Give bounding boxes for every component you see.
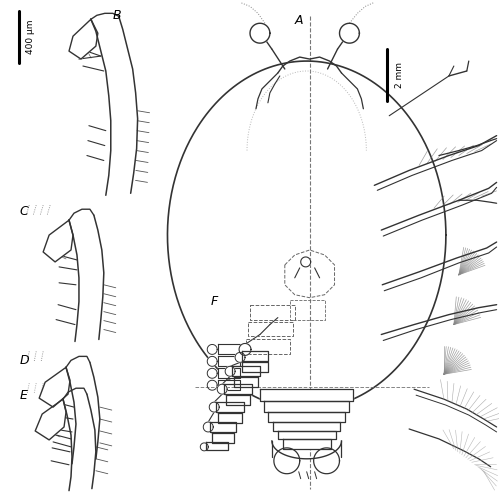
- Polygon shape: [200, 443, 208, 451]
- Polygon shape: [210, 422, 236, 432]
- Polygon shape: [264, 401, 350, 412]
- Polygon shape: [273, 422, 340, 431]
- Polygon shape: [234, 377, 258, 387]
- Polygon shape: [35, 399, 66, 440]
- Polygon shape: [224, 384, 252, 394]
- Text: 2 mm: 2 mm: [395, 62, 404, 88]
- Polygon shape: [207, 345, 217, 354]
- Polygon shape: [278, 431, 336, 439]
- Polygon shape: [235, 352, 245, 362]
- Polygon shape: [69, 19, 98, 59]
- Polygon shape: [207, 380, 217, 390]
- Text: E: E: [20, 389, 27, 402]
- Polygon shape: [218, 413, 242, 423]
- Polygon shape: [216, 402, 244, 412]
- Polygon shape: [218, 356, 240, 366]
- Polygon shape: [207, 368, 217, 378]
- Polygon shape: [232, 366, 260, 376]
- Text: D: D: [20, 354, 29, 367]
- Polygon shape: [43, 220, 73, 262]
- Text: A: A: [295, 14, 304, 27]
- Text: 400 μm: 400 μm: [26, 20, 35, 54]
- Polygon shape: [340, 23, 359, 43]
- Polygon shape: [225, 366, 235, 376]
- Polygon shape: [204, 422, 213, 432]
- Text: B: B: [113, 9, 122, 22]
- Text: C: C: [20, 205, 28, 218]
- Polygon shape: [168, 61, 446, 409]
- Polygon shape: [250, 23, 270, 43]
- Text: F: F: [210, 295, 218, 308]
- Polygon shape: [274, 448, 299, 474]
- Polygon shape: [242, 362, 268, 372]
- Polygon shape: [206, 442, 228, 450]
- Polygon shape: [39, 367, 70, 407]
- Polygon shape: [209, 402, 219, 412]
- Polygon shape: [283, 439, 331, 449]
- Polygon shape: [314, 448, 340, 474]
- Polygon shape: [260, 389, 354, 401]
- Polygon shape: [226, 395, 250, 405]
- Polygon shape: [218, 345, 240, 354]
- Polygon shape: [218, 380, 240, 390]
- Polygon shape: [207, 356, 217, 366]
- Polygon shape: [212, 433, 234, 443]
- Polygon shape: [300, 257, 310, 267]
- Polygon shape: [218, 368, 240, 378]
- Polygon shape: [217, 384, 227, 394]
- Polygon shape: [239, 344, 251, 355]
- Polygon shape: [268, 412, 345, 422]
- Polygon shape: [242, 351, 268, 361]
